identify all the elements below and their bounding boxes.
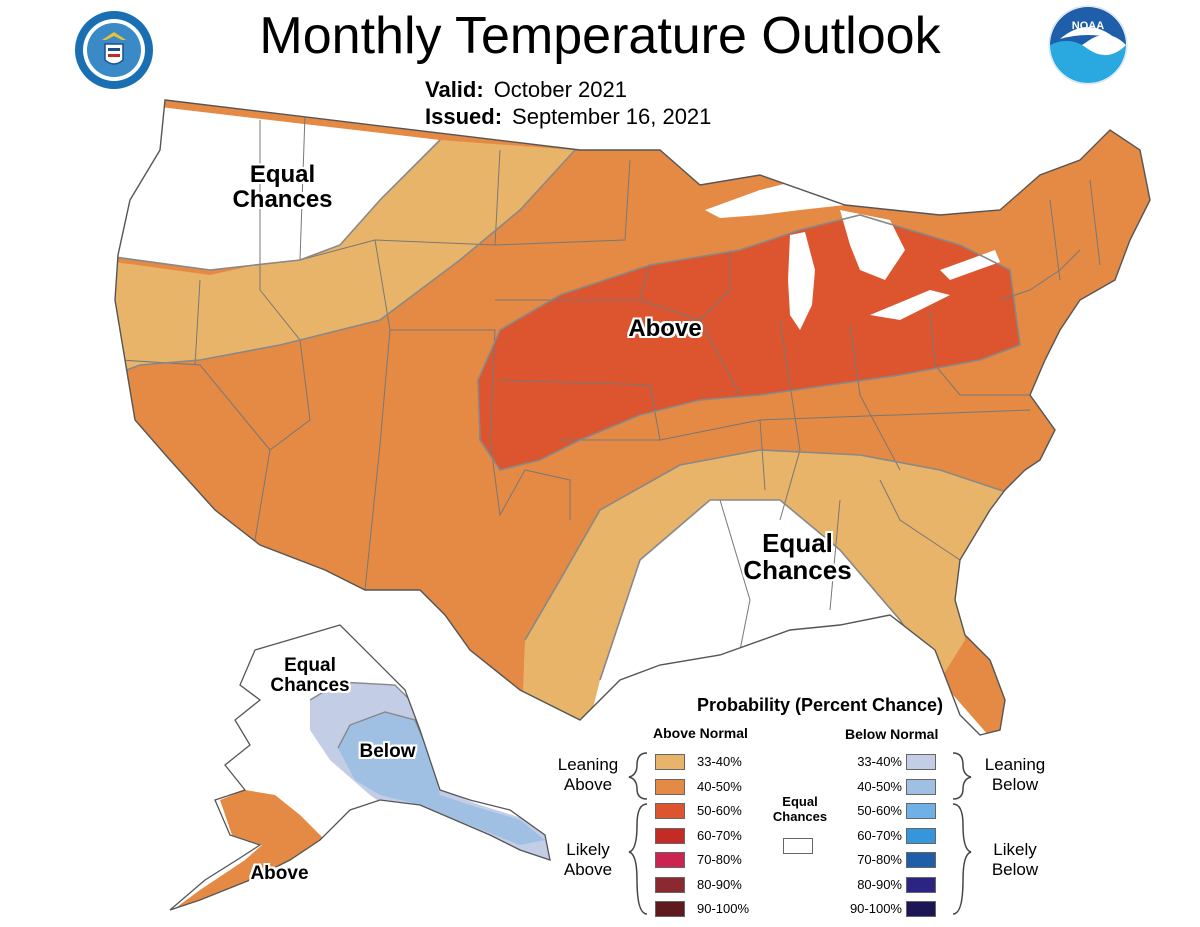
legend-above-swatch: [655, 754, 685, 770]
legend-below-swatch: [906, 803, 936, 819]
legend-below-range-label: 50-60%: [857, 803, 902, 818]
legend-above-range-label: 60-70%: [697, 827, 742, 843]
alaska-equal-chances-label: Equal Chances: [270, 655, 350, 696]
region-boundaries: [115, 139, 1031, 681]
conus-se-equal-chances-label: Equal Chances: [743, 528, 852, 586]
legend-above-swatch: [655, 901, 685, 917]
legend-above-range-label: 50-60%: [697, 803, 742, 818]
legend-above-swatch: [655, 876, 685, 893]
valid-value: October 2021: [493, 77, 627, 102]
legend-above-brackets-icon: [628, 752, 648, 915]
issued-value: September 16, 2021: [512, 104, 712, 129]
legend-equal-chances-label: Equal Chances: [772, 794, 828, 824]
svg-text:NOAA: NOAA: [1072, 20, 1104, 32]
alaska-above-label: Above: [250, 863, 309, 884]
legend-above-range-label: 40-50%: [697, 778, 742, 794]
legend-below-brackets-icon: [952, 752, 972, 915]
lake-erie: [870, 290, 950, 320]
conus-nw-equal-chances-label: Equal Chances: [232, 161, 333, 214]
alaska-leaning-above-area: [170, 790, 325, 910]
valid-row: Valid: October 2021: [425, 76, 627, 104]
conus-above-label: Above: [628, 315, 702, 342]
legend-below-swatch: [906, 852, 936, 868]
legend-equal-chances-swatch: [783, 838, 813, 854]
legend-below-swatch: [906, 901, 936, 917]
legend-above-range-label: 33-40%: [697, 754, 742, 769]
legend-above-swatch: [655, 778, 685, 795]
legend-above-range-label: 80-90%: [697, 876, 742, 892]
valid-label: Valid:: [425, 77, 484, 102]
lake-michigan: [788, 232, 815, 330]
state-boundaries: [119, 114, 1101, 651]
legend-above-header: Above Normal: [653, 725, 748, 741]
legend-below-swatch: [906, 778, 936, 795]
page-title: Monthly Temperature Outlook: [259, 7, 941, 65]
legend-above-range-label: 70-80%: [697, 852, 742, 867]
legend-below-swatch: [906, 754, 936, 770]
se-leaning-above-area: [520, 450, 1030, 735]
issued-label: Issued:: [425, 104, 503, 129]
legend-below-swatch: [906, 876, 936, 893]
legend-likely-below-label: Likely Below: [991, 840, 1039, 879]
nw-leaning-above-area: [115, 140, 575, 380]
noaa-logo-icon: NOAA: [1048, 5, 1128, 85]
legend-likely-above-label: Likely Above: [563, 840, 613, 879]
legend-below-range-label: 60-70%: [857, 827, 902, 843]
legend-below-range-label: 80-90%: [857, 876, 902, 892]
legend-leaning-below-label: Leaning Below: [984, 755, 1046, 794]
legend-above-swatch: [655, 803, 685, 819]
legend-title: Probability (Percent Chance): [696, 695, 944, 715]
legend-below-range-label: 70-80%: [857, 852, 902, 867]
legend-below-header: Below Normal: [845, 726, 939, 742]
alaska-likely-below-area: [338, 712, 545, 845]
issued-row: Issued: September 16, 2021: [425, 103, 711, 131]
commerce-seal-icon: [75, 11, 153, 89]
legend-above-swatch: [655, 852, 685, 868]
legend-above-range-label: 90-100%: [697, 901, 750, 916]
legend-below-range-label: 33-40%: [857, 754, 902, 769]
legend-above-swatch: [655, 827, 685, 844]
legend-leaning-above-label: Leaning Above: [557, 755, 619, 794]
lake-huron: [840, 210, 905, 280]
legend-below-range-label: 90-100%: [849, 901, 902, 916]
alaska-below-label: Below: [359, 741, 416, 762]
legend-below-range-label: 40-50%: [857, 778, 902, 794]
legend-below-swatch: [906, 827, 936, 844]
